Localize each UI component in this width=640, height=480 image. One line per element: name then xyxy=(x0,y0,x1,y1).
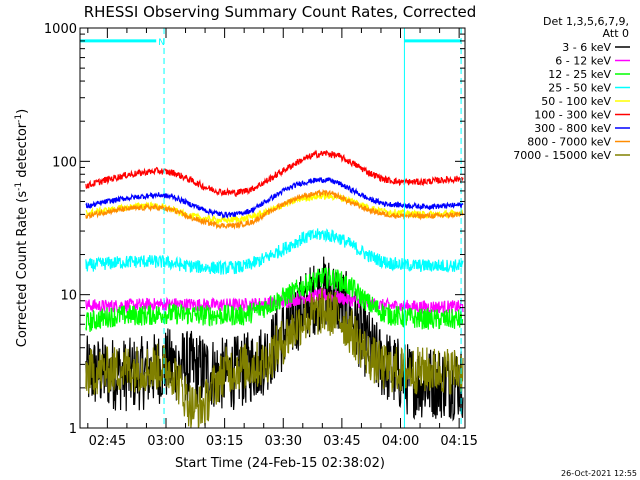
x-axis: 02:45 03:00 03:15 03:30 03:45 04:00 04:15 xyxy=(87,28,478,449)
series-line xyxy=(85,188,464,230)
series-line xyxy=(85,287,464,429)
x-tick-label: 03:00 xyxy=(147,434,184,449)
series-line xyxy=(85,176,464,219)
series-line xyxy=(85,149,464,198)
series-line xyxy=(85,228,464,275)
x-tick-label: 03:45 xyxy=(323,434,360,449)
legend-label: 25 - 50 keV xyxy=(548,82,611,95)
y-axis-label-part: ) xyxy=(15,109,30,114)
y-tick-label: 10 xyxy=(60,289,77,304)
chart-title: RHESSI Observing Summary Count Rates, Co… xyxy=(84,3,477,21)
legend-label: 3 - 6 keV xyxy=(562,41,611,54)
x-tick-label: 03:15 xyxy=(206,434,243,449)
legend-header: Det 1,3,5,6,7,9,Att 0 xyxy=(543,15,629,40)
plot-frame xyxy=(79,27,466,429)
x-tick-label: 04:15 xyxy=(440,434,477,449)
legend-label: 12 - 25 keV xyxy=(548,68,611,81)
y-axis-label-part: detector xyxy=(15,122,30,182)
x-tick-label: 02:45 xyxy=(89,434,126,449)
y-axis-label-superscript: -1 xyxy=(14,182,24,191)
y-tick-label: 1 xyxy=(69,422,77,437)
flag-label: N xyxy=(158,38,165,48)
y-axis-label-part: Corrected Count Rate (s xyxy=(15,191,30,348)
x-tick-label: 04:00 xyxy=(382,434,419,449)
y-tick-label: 100 xyxy=(52,155,77,170)
y-axis-label-superscript: -1 xyxy=(14,114,24,123)
legend-label: 300 - 800 keV xyxy=(534,122,611,135)
legend-label: 800 - 7000 keV xyxy=(527,136,611,149)
legend-label: 7000 - 15000 keV xyxy=(513,149,611,162)
legend-header-line: Att 0 xyxy=(603,27,629,40)
legend-header-line: Det 1,3,5,6,7,9, xyxy=(543,15,629,28)
series-layer xyxy=(85,149,464,429)
x-axis-label: Start Time (24-Feb-15 02:38:02) xyxy=(175,456,385,471)
series-line xyxy=(85,256,464,422)
y-tick-label: 1000 xyxy=(44,22,77,37)
legend-label: 6 - 12 keV xyxy=(555,55,611,68)
y-axis-label: Corrected Count Rate (s-1 detector-1) xyxy=(14,109,30,347)
legend-label: 100 - 300 keV xyxy=(534,109,611,122)
series-line xyxy=(85,267,464,332)
y-axis: 1 10 100 1000 xyxy=(44,22,465,437)
x-tick-label: 03:30 xyxy=(265,434,302,449)
legend-label: 50 - 100 keV xyxy=(541,95,611,108)
timestamp: 26-Oct-2021 12:55 xyxy=(561,469,637,478)
